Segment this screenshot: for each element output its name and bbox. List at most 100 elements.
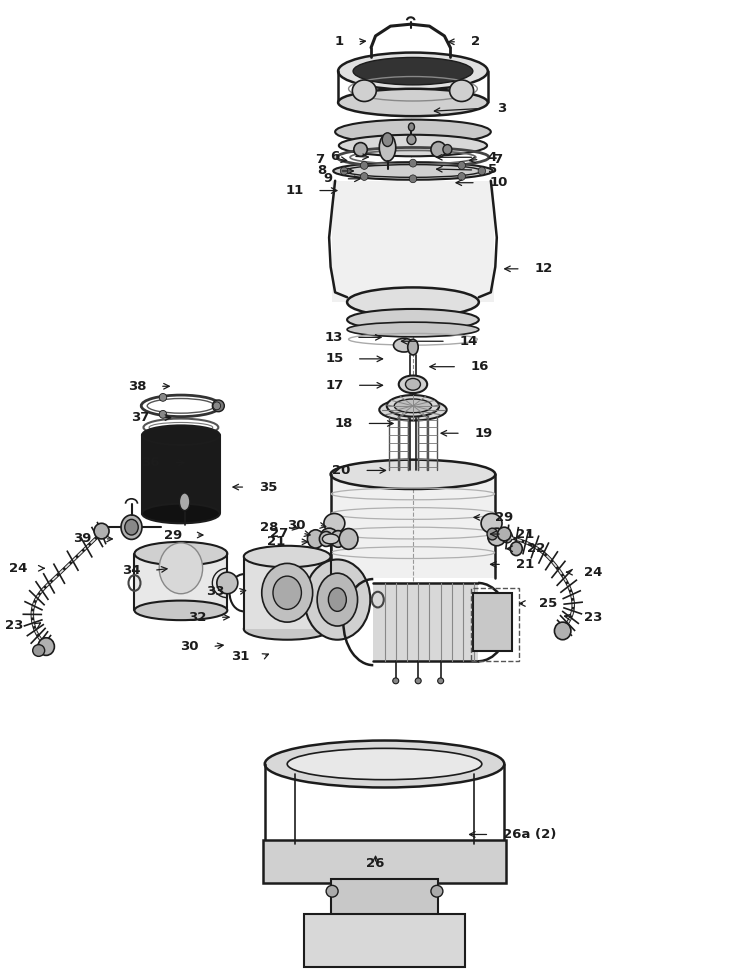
Ellipse shape xyxy=(353,80,376,102)
Text: 32: 32 xyxy=(188,611,206,623)
Ellipse shape xyxy=(353,58,473,85)
Text: 39: 39 xyxy=(73,532,91,546)
Ellipse shape xyxy=(498,527,511,541)
Ellipse shape xyxy=(431,142,446,157)
Ellipse shape xyxy=(360,162,368,170)
Ellipse shape xyxy=(394,399,432,413)
Bar xyxy=(244,557,331,629)
Ellipse shape xyxy=(354,143,367,156)
Text: 21: 21 xyxy=(516,527,534,541)
Ellipse shape xyxy=(393,338,414,352)
Ellipse shape xyxy=(405,378,420,390)
Text: 6: 6 xyxy=(330,150,340,163)
Text: 21: 21 xyxy=(268,535,286,549)
Ellipse shape xyxy=(329,588,347,612)
Text: 23: 23 xyxy=(584,611,602,623)
Ellipse shape xyxy=(94,523,109,539)
Text: 26: 26 xyxy=(366,858,385,870)
FancyBboxPatch shape xyxy=(331,879,438,922)
Ellipse shape xyxy=(502,531,513,543)
Ellipse shape xyxy=(212,400,224,412)
Ellipse shape xyxy=(488,528,506,546)
Text: 30: 30 xyxy=(287,518,305,532)
Ellipse shape xyxy=(159,393,167,401)
Ellipse shape xyxy=(262,564,313,622)
Ellipse shape xyxy=(458,172,465,180)
Ellipse shape xyxy=(481,514,502,533)
Ellipse shape xyxy=(317,573,357,626)
Text: 22: 22 xyxy=(526,542,545,556)
Text: 36: 36 xyxy=(141,456,160,469)
Ellipse shape xyxy=(142,504,220,523)
Text: 31: 31 xyxy=(232,650,250,662)
Text: 19: 19 xyxy=(475,426,493,440)
Text: 16: 16 xyxy=(471,361,489,373)
Ellipse shape xyxy=(287,749,482,780)
Text: 34: 34 xyxy=(122,564,141,577)
Text: 28: 28 xyxy=(260,520,278,534)
FancyBboxPatch shape xyxy=(263,840,506,883)
Ellipse shape xyxy=(38,638,54,656)
Ellipse shape xyxy=(415,678,421,684)
Ellipse shape xyxy=(399,375,427,393)
Text: 24: 24 xyxy=(9,562,28,575)
Text: 3: 3 xyxy=(497,102,506,115)
Ellipse shape xyxy=(341,167,348,174)
Text: 8: 8 xyxy=(317,165,326,177)
Text: 9: 9 xyxy=(323,172,332,185)
Text: 35: 35 xyxy=(259,480,277,494)
Text: 26a (2): 26a (2) xyxy=(503,828,556,841)
Ellipse shape xyxy=(125,519,138,535)
Ellipse shape xyxy=(478,167,486,174)
Ellipse shape xyxy=(450,80,474,102)
Ellipse shape xyxy=(347,287,479,317)
Ellipse shape xyxy=(347,322,479,337)
FancyBboxPatch shape xyxy=(305,913,465,966)
Ellipse shape xyxy=(360,172,368,180)
Ellipse shape xyxy=(326,885,338,897)
Ellipse shape xyxy=(339,135,487,156)
Ellipse shape xyxy=(142,425,220,445)
Ellipse shape xyxy=(213,402,220,410)
Ellipse shape xyxy=(265,741,505,788)
Ellipse shape xyxy=(320,531,333,547)
Ellipse shape xyxy=(308,530,324,548)
Text: 14: 14 xyxy=(459,335,478,348)
Text: 30: 30 xyxy=(180,640,199,653)
Text: 24: 24 xyxy=(584,565,602,579)
Ellipse shape xyxy=(244,618,331,640)
Ellipse shape xyxy=(320,528,338,546)
Ellipse shape xyxy=(335,120,491,144)
Ellipse shape xyxy=(305,560,370,640)
Text: 20: 20 xyxy=(332,464,351,477)
Ellipse shape xyxy=(338,53,488,90)
Ellipse shape xyxy=(379,399,447,420)
Ellipse shape xyxy=(438,678,444,684)
Ellipse shape xyxy=(431,885,443,897)
Ellipse shape xyxy=(324,514,345,533)
Text: 15: 15 xyxy=(325,353,344,366)
Ellipse shape xyxy=(408,339,418,355)
Ellipse shape xyxy=(409,174,417,182)
Ellipse shape xyxy=(407,135,416,145)
Ellipse shape xyxy=(382,133,393,146)
Ellipse shape xyxy=(323,534,339,544)
Text: 17: 17 xyxy=(325,379,344,392)
Bar xyxy=(142,435,220,514)
Bar xyxy=(471,588,519,662)
Text: 7: 7 xyxy=(316,153,325,166)
Text: 5: 5 xyxy=(488,164,497,176)
Ellipse shape xyxy=(135,601,227,620)
Text: 37: 37 xyxy=(131,411,150,424)
Ellipse shape xyxy=(387,395,439,416)
Text: 10: 10 xyxy=(490,176,508,189)
Ellipse shape xyxy=(244,546,331,567)
Bar xyxy=(331,474,496,578)
Ellipse shape xyxy=(344,165,481,177)
Ellipse shape xyxy=(347,309,479,330)
Ellipse shape xyxy=(32,645,44,657)
Text: 2: 2 xyxy=(471,35,480,48)
Text: 1: 1 xyxy=(335,35,344,48)
Ellipse shape xyxy=(554,622,571,640)
Ellipse shape xyxy=(331,460,496,489)
